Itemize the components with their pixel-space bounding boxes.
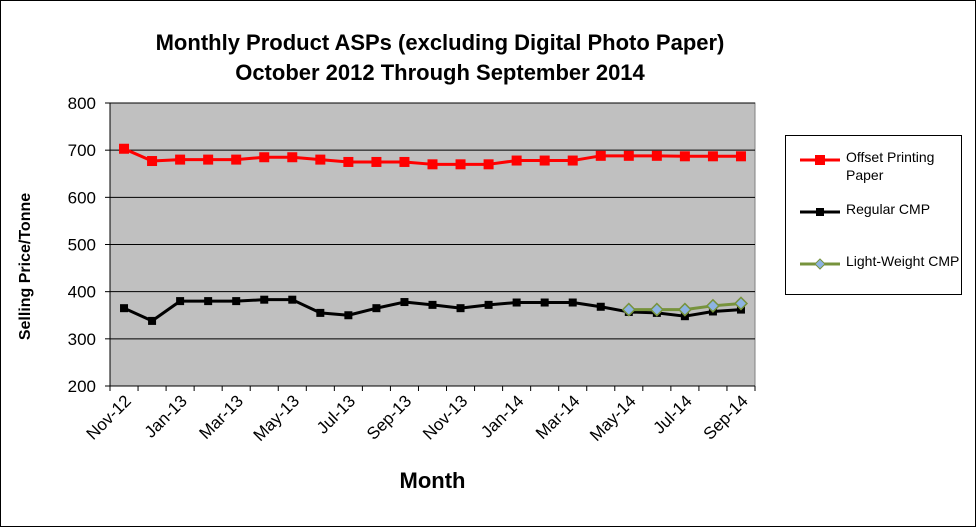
point-offset-printing-paper xyxy=(259,152,270,163)
point-offset-printing-paper xyxy=(735,151,746,162)
x-tick-label: Nov-13 xyxy=(419,391,471,443)
point-regular-cmp xyxy=(260,295,269,304)
point-regular-cmp xyxy=(372,304,381,313)
x-tick-label: May-13 xyxy=(250,391,304,445)
point-regular-cmp xyxy=(288,295,297,304)
point-offset-printing-paper xyxy=(119,143,130,154)
legend-item-light-weight-cmp: Light-Weight CMP xyxy=(800,252,960,292)
point-regular-cmp xyxy=(120,304,129,313)
point-offset-printing-paper xyxy=(287,152,298,163)
point-offset-printing-paper xyxy=(511,155,522,166)
point-offset-printing-paper xyxy=(231,154,242,165)
point-offset-printing-paper xyxy=(679,151,690,162)
point-regular-cmp xyxy=(344,311,353,320)
point-regular-cmp xyxy=(484,300,493,309)
point-regular-cmp xyxy=(428,300,437,309)
point-regular-cmp xyxy=(176,297,185,306)
chart-title: Monthly Product ASPs (excluding Digital … xyxy=(155,30,725,55)
point-regular-cmp xyxy=(148,316,157,325)
point-offset-printing-paper xyxy=(147,156,158,167)
point-regular-cmp xyxy=(540,298,549,307)
point-light-weight-cmp xyxy=(677,302,692,317)
x-axis-title: Month xyxy=(400,468,466,493)
legend-label-regular: Regular CMP xyxy=(846,201,931,217)
point-offset-printing-paper xyxy=(483,159,494,170)
point-offset-printing-paper xyxy=(371,156,382,167)
point-offset-printing-paper xyxy=(427,159,438,170)
legend-item-regular-cmp: Regular CMP xyxy=(800,200,960,240)
legend-swatch-light xyxy=(800,258,840,270)
point-regular-cmp xyxy=(512,298,521,307)
point-offset-printing-paper xyxy=(399,156,410,167)
x-tick-label: Sep-13 xyxy=(363,391,415,443)
x-tick-label: Nov-12 xyxy=(83,391,135,443)
y-tick-label: 200 xyxy=(68,377,96,396)
point-light-weight-cmp xyxy=(705,298,720,313)
point-offset-printing-paper xyxy=(595,150,606,161)
chart-legend: Offset Printing Paper Regular CMP Light-… xyxy=(785,135,962,295)
point-offset-printing-paper xyxy=(623,150,634,161)
point-light-weight-cmp xyxy=(733,296,749,311)
point-offset-printing-paper xyxy=(567,155,578,166)
y-tick-label: 600 xyxy=(68,188,96,207)
point-regular-cmp xyxy=(568,298,577,307)
x-tick-label: Jul-14 xyxy=(650,391,696,437)
point-offset-printing-paper xyxy=(175,154,186,165)
y-tick-label: 300 xyxy=(68,330,96,349)
point-regular-cmp xyxy=(204,297,213,306)
point-light-weight-cmp xyxy=(649,302,664,317)
chart-subtitle: October 2012 Through September 2014 xyxy=(235,60,645,85)
point-offset-printing-paper xyxy=(651,150,662,161)
legend-label-light: Light-Weight CMP xyxy=(846,253,960,269)
point-offset-printing-paper xyxy=(539,155,550,166)
point-regular-cmp xyxy=(316,308,325,317)
legend-label-offset: Offset Printing Paper xyxy=(846,149,935,183)
point-regular-cmp xyxy=(400,298,409,307)
point-offset-printing-paper xyxy=(455,159,466,170)
y-tick-label: 400 xyxy=(68,283,96,302)
y-tick-label: 800 xyxy=(68,94,96,113)
point-light-weight-cmp xyxy=(621,302,636,317)
legend-swatch-regular xyxy=(800,208,840,216)
point-regular-cmp xyxy=(456,304,465,313)
x-tick-label: Mar-13 xyxy=(196,391,248,443)
legend-swatch-offset xyxy=(800,155,840,165)
legend-item-offset-printing-paper: Offset Printing Paper xyxy=(800,148,960,188)
x-tick-label: Jul-13 xyxy=(313,391,359,437)
point-offset-printing-paper xyxy=(315,154,326,165)
point-offset-printing-paper xyxy=(343,156,354,167)
point-offset-printing-paper xyxy=(707,151,718,162)
y-tick-label: 500 xyxy=(68,236,96,255)
x-tick-label: Jan-13 xyxy=(141,391,191,441)
x-tick-label: Sep-14 xyxy=(700,391,752,443)
point-offset-printing-paper xyxy=(203,154,214,165)
point-regular-cmp xyxy=(596,302,605,311)
point-regular-cmp xyxy=(232,297,241,306)
y-axis-title: Selling Price/Tonne xyxy=(17,193,34,340)
y-tick-label: 700 xyxy=(68,141,96,160)
x-tick-label: Mar-14 xyxy=(532,391,584,443)
x-tick-label: Jan-14 xyxy=(477,391,527,441)
x-tick-label: May-14 xyxy=(586,391,640,445)
